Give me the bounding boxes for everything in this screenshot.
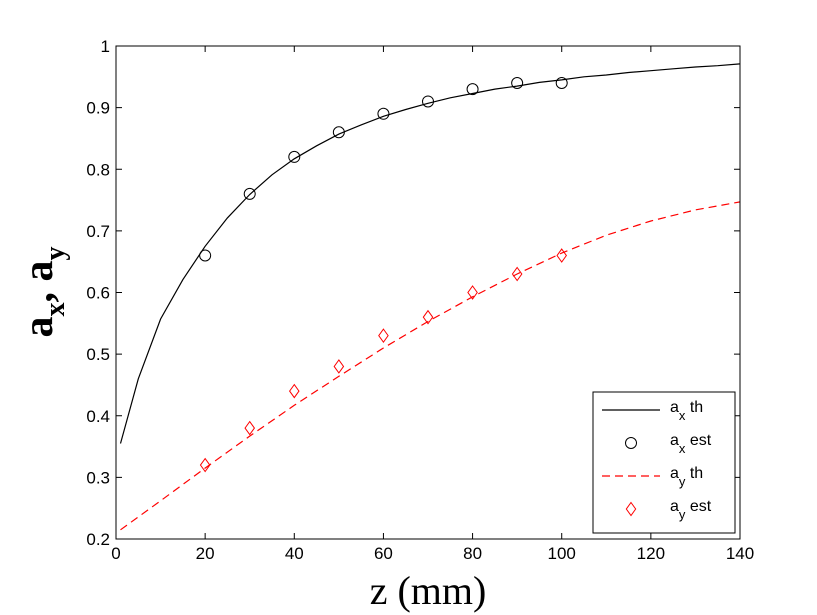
legend-label-3: ay est (670, 498, 712, 522)
tick-labels: 0 20 40 60 80 100 120 140 0.2 0.3 0.4 0.5 0.6 0.7 0.8 0… (86, 37, 754, 563)
x-tick-label: 20 (196, 544, 215, 563)
data-point (199, 249, 212, 262)
y-tick-label: 0.6 (86, 284, 110, 303)
data-point (422, 309, 434, 325)
series-2 (120, 201, 741, 531)
y-tick-label: 0.5 (86, 345, 110, 364)
x-tick-label: 140 (726, 544, 754, 563)
series-3 (199, 248, 568, 473)
y-tick-label: 0.9 (86, 99, 110, 118)
series-line-0 (119, 63, 741, 444)
data-point (378, 328, 389, 343)
y-tick-label: 0.8 (86, 160, 110, 179)
data-point (244, 420, 256, 436)
legend-label-2: ay th (670, 465, 703, 489)
y-axis-title-sub1: x (40, 303, 71, 317)
x-tick-label: 120 (637, 544, 665, 563)
data-point (333, 359, 345, 374)
legend-label-0: ax th (670, 399, 703, 423)
legend-label-1: ax est (670, 432, 712, 456)
data-point (422, 95, 434, 108)
data-point (243, 187, 256, 200)
y-axis-title-sub2: y (40, 247, 71, 261)
y-axis-title-sep: , (16, 282, 62, 303)
y-axis-title-base2: a (16, 261, 62, 282)
y-axis-title: ax, ay (16, 247, 71, 338)
plot-frame (115, 45, 741, 540)
data-point (555, 76, 568, 89)
series-layer (119, 63, 741, 531)
series-line-2 (120, 201, 741, 531)
x-tick-label: 100 (548, 544, 576, 563)
legend-marker-1 (625, 437, 637, 449)
data-point (288, 150, 301, 163)
data-point (199, 457, 211, 473)
svg-text:ax, ay: ax, ay (16, 247, 71, 338)
y-tick-label: 0.3 (86, 468, 110, 487)
x-tick-label: 40 (285, 544, 304, 563)
y-axis-title-base1: a (16, 317, 62, 338)
data-point (467, 285, 478, 300)
data-point (511, 76, 524, 89)
y-tick-label: 0.7 (86, 222, 110, 241)
data-point (288, 383, 300, 399)
x-tick-label: 60 (374, 544, 393, 563)
data-point (332, 126, 345, 139)
legend: ax th ax est ay th ay est (592, 391, 736, 534)
series-0 (119, 63, 741, 444)
series-1 (199, 76, 568, 262)
legend-marker-3 (625, 501, 637, 517)
y-tick-label: 0.2 (86, 530, 110, 549)
data-point (556, 248, 568, 263)
y-tick-label: 0.4 (86, 407, 110, 426)
data-point (377, 107, 390, 120)
x-tick-label: 0 (111, 544, 120, 563)
x-tick-label: 80 (463, 544, 482, 563)
x-axis-title: z (mm) (370, 568, 487, 613)
data-point (466, 83, 479, 96)
data-point (511, 266, 523, 282)
y-tick-label: 1 (101, 37, 110, 56)
legend-box (592, 391, 736, 534)
